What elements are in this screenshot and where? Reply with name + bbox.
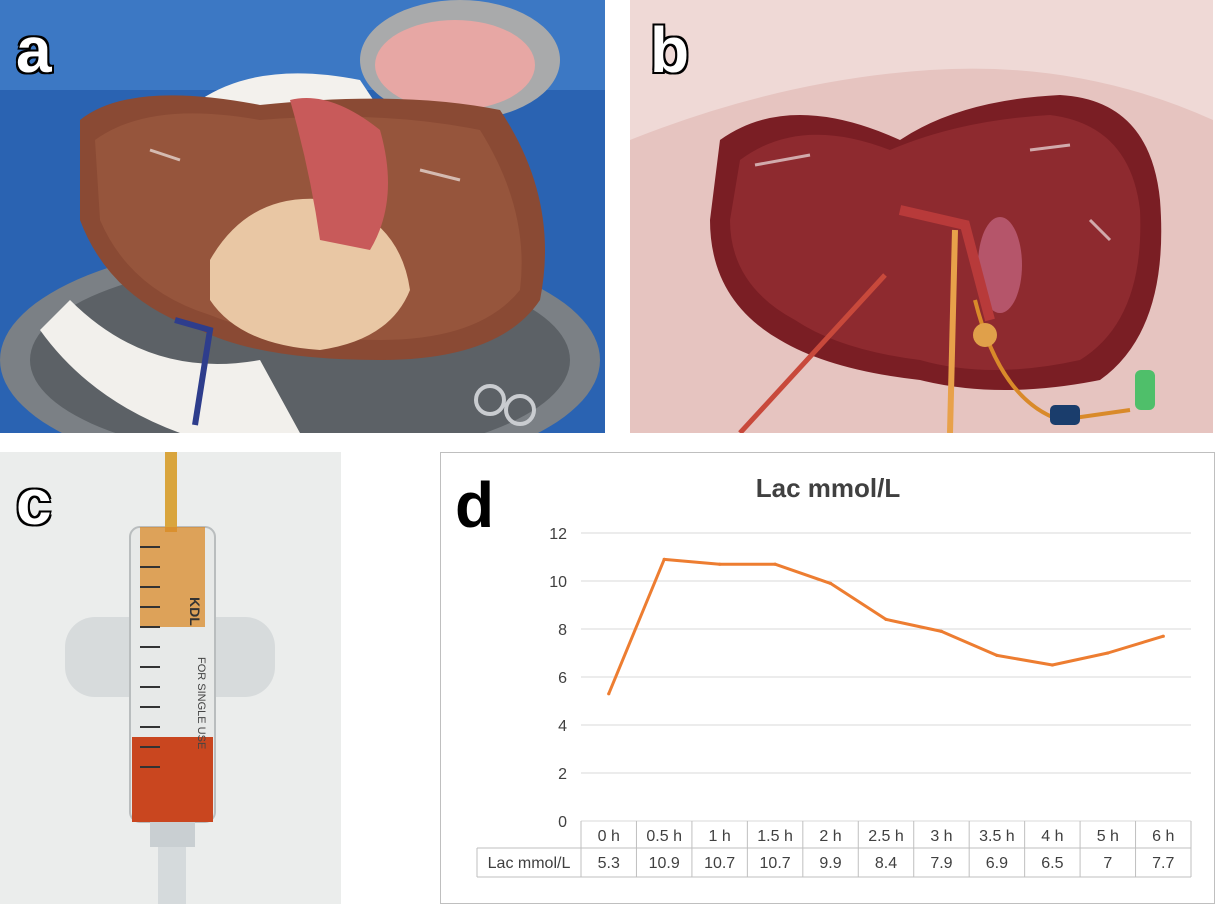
data-point: [884, 617, 888, 621]
panel-label-c: c: [15, 466, 53, 538]
panel-label-a: a: [15, 14, 53, 86]
x-tick-label: 1 h: [709, 828, 731, 845]
syringe-photo: KDL FOR SINGLE USE: [0, 452, 341, 904]
data-point: [718, 562, 722, 566]
table-value-cell: 9.9: [819, 855, 841, 872]
table-value-cell: 7.9: [930, 855, 952, 872]
table-value-cell: 7: [1103, 855, 1112, 872]
syringe-graduations: [140, 546, 160, 768]
photo-panel-b: b: [630, 0, 1213, 433]
liver-photo-a: [0, 0, 605, 433]
x-tick-label: 0.5 h: [646, 828, 682, 845]
table-value-cell: 10.9: [649, 855, 680, 872]
chart-data-table: 0 h 0.5 h 1 h 1.5 h 2 h 2.5 h 3 h 3.5 h 4 h 5 h 6 …: [476, 821, 1192, 878]
lactate-chart: Lac mmol/L 0 2 4 6 8 10 12 0 h 0.5 h 1 h 1.5 h 2 h…: [476, 473, 1192, 878]
x-tick-label: 0 h: [598, 828, 620, 845]
x-tick-label: 6 h: [1152, 828, 1174, 845]
chart-gridlines: [581, 532, 1191, 822]
syringe-brand-text: KDL: [187, 597, 203, 626]
x-tick-label: 2 h: [819, 828, 841, 845]
data-point: [939, 629, 944, 633]
data-point: [1161, 634, 1165, 638]
table-value-cell: 6.5: [1041, 855, 1063, 872]
y-tick-label: 4: [558, 718, 567, 735]
data-point: [995, 653, 999, 657]
liver-photo-b: [630, 0, 1213, 433]
photo-panel-a: a: [0, 0, 605, 433]
data-point: [1050, 663, 1054, 667]
table-value-cell: 10.7: [704, 855, 735, 872]
data-point: [828, 581, 833, 585]
table-value-cell: 10.7: [760, 855, 791, 872]
x-tick-label: 3 h: [930, 828, 952, 845]
x-tick-label: 2.5 h: [868, 828, 904, 845]
chart-series: [607, 557, 1165, 696]
photo-panel-c: KDL FOR SINGLE USE c: [0, 452, 341, 904]
y-tick-label: 12: [549, 526, 567, 543]
data-point: [662, 557, 666, 561]
series-line: [607, 557, 1164, 695]
panel-label-d: d: [455, 469, 495, 541]
table-series-name: Lac mmol/L: [488, 855, 571, 872]
data-point: [607, 692, 611, 696]
y-axis-ticks: 0 2 4 6 8 10 12: [549, 526, 567, 831]
y-tick-label: 6: [558, 670, 567, 687]
chart-panel-d: Lac mmol/L 0 2 4 6 8 10 12 0 h 0.5 h 1 h 1.5 h 2 h…: [440, 452, 1215, 904]
x-tick-label: 1.5 h: [757, 828, 793, 845]
y-tick-label: 8: [558, 622, 567, 639]
x-tick-label: 5 h: [1097, 828, 1119, 845]
table-value-cell: 5.3: [598, 855, 620, 872]
panel-label-b: b: [649, 14, 690, 86]
y-tick-label: 10: [549, 574, 567, 591]
table-value-cell: 7.7: [1152, 855, 1174, 872]
y-tick-label: 0: [558, 814, 567, 831]
data-point: [773, 562, 777, 566]
table-value-cell: 8.4: [875, 855, 897, 872]
table-value-cell: 6.9: [986, 855, 1008, 872]
y-tick-label: 2: [558, 766, 567, 783]
x-tick-label: 3.5 h: [979, 828, 1015, 845]
data-point: [1106, 651, 1110, 655]
syringe-single-use-text: FOR SINGLE USE: [195, 657, 207, 749]
x-tick-label: 4 h: [1041, 828, 1063, 845]
chart-title: Lac mmol/L: [756, 473, 901, 503]
